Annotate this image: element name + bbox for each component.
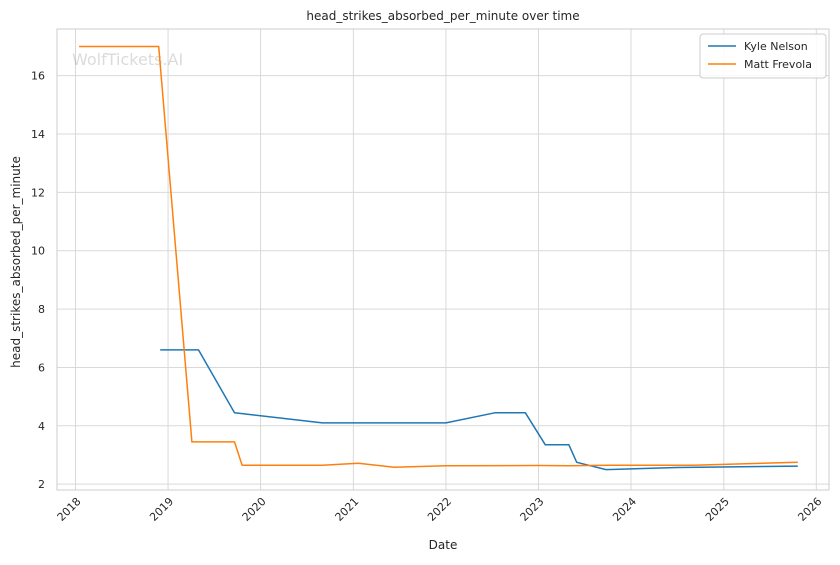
y-axis-label: head_strikes_absorbed_per_minute [9, 156, 23, 368]
watermark: WolfTickets.AI [72, 50, 183, 69]
series-lines [79, 45, 798, 471]
x-tick-label: 2021 [333, 495, 362, 524]
y-tick-label: 8 [38, 303, 45, 316]
x-tick-label: 2018 [55, 495, 84, 524]
y-tick-label: 16 [31, 70, 45, 83]
x-tick-label: 2023 [518, 495, 547, 524]
series-line-matt-frevola [79, 45, 798, 468]
x-tick-label: 2026 [795, 495, 824, 524]
x-axis-label: Date [429, 538, 458, 552]
x-tick-label: 2019 [147, 495, 176, 524]
legend: Kyle Nelson Matt Frevola [699, 33, 827, 79]
chart-title: head_strikes_absorbed_per_minute over ti… [306, 9, 579, 23]
x-tick-labels: 2018 2019 2020 2021 2022 2023 2024 2025 2026 [55, 495, 825, 524]
y-tick-label: 12 [31, 186, 45, 199]
x-tick-label: 2025 [703, 495, 732, 524]
y-tick-label: 14 [31, 128, 45, 141]
y-tick-label: 2 [38, 478, 45, 491]
legend-label-kyle-nelson: Kyle Nelson [744, 40, 808, 53]
x-tick-label: 2024 [610, 495, 639, 524]
y-tick-label: 4 [38, 420, 45, 433]
legend-label-matt-frevola: Matt Frevola [744, 58, 812, 71]
x-tick-label: 2020 [240, 495, 269, 524]
series-line-kyle-nelson [160, 349, 798, 471]
x-tick-label: 2022 [425, 495, 454, 524]
y-tick-label: 10 [31, 245, 45, 258]
plot-frame [56, 28, 830, 491]
legend-box [699, 33, 827, 79]
y-tick-label: 6 [38, 361, 45, 374]
y-tick-labels: 2 4 6 8 10 12 14 16 [31, 70, 45, 491]
grid [57, 29, 829, 490]
